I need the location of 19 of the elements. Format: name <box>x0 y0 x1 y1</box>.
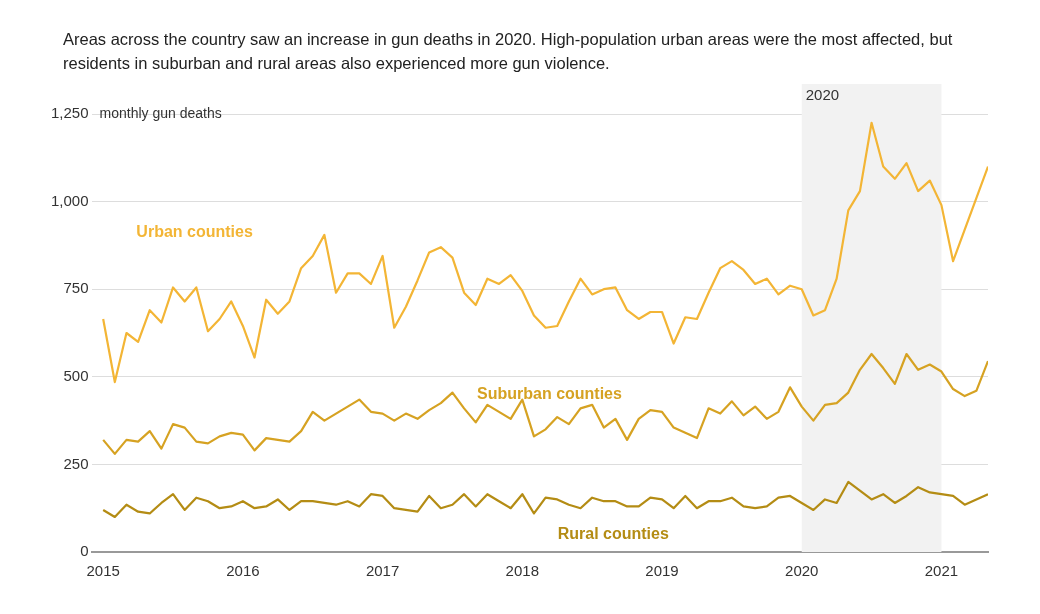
x-tick-label: 2019 <box>645 561 679 579</box>
series-label: Rural counties <box>557 524 669 542</box>
y-tick-label: 500 <box>63 366 89 384</box>
y-tick-label: 1,250 <box>50 103 89 121</box>
band-label: 2020 <box>805 85 840 103</box>
x-tick-label: 2018 <box>505 561 539 579</box>
y-tick-label: 0 <box>80 541 89 559</box>
y-tick-label: 750 <box>63 279 89 297</box>
y-axis-title: monthly gun deaths <box>99 104 222 121</box>
x-tick-label: 2021 <box>924 561 959 579</box>
x-tick-label: 2020 <box>785 561 819 579</box>
x-tick-label: 2017 <box>365 561 400 579</box>
text: Urban counties <box>136 222 253 240</box>
series-label: Suburban counties <box>477 384 623 402</box>
x-tick-label: 2016 <box>226 561 260 579</box>
y-tick-label: 250 <box>63 454 89 472</box>
x-tick-label: 2015 <box>86 561 120 579</box>
y-tick-label: 1,000 <box>50 191 89 209</box>
chart-title: Areas across the country saw an increase in gun deaths in 2020. High-population urban areas were the most affected, but residents in suburban and rural areas also experienced more gun violence. <box>63 29 954 74</box>
